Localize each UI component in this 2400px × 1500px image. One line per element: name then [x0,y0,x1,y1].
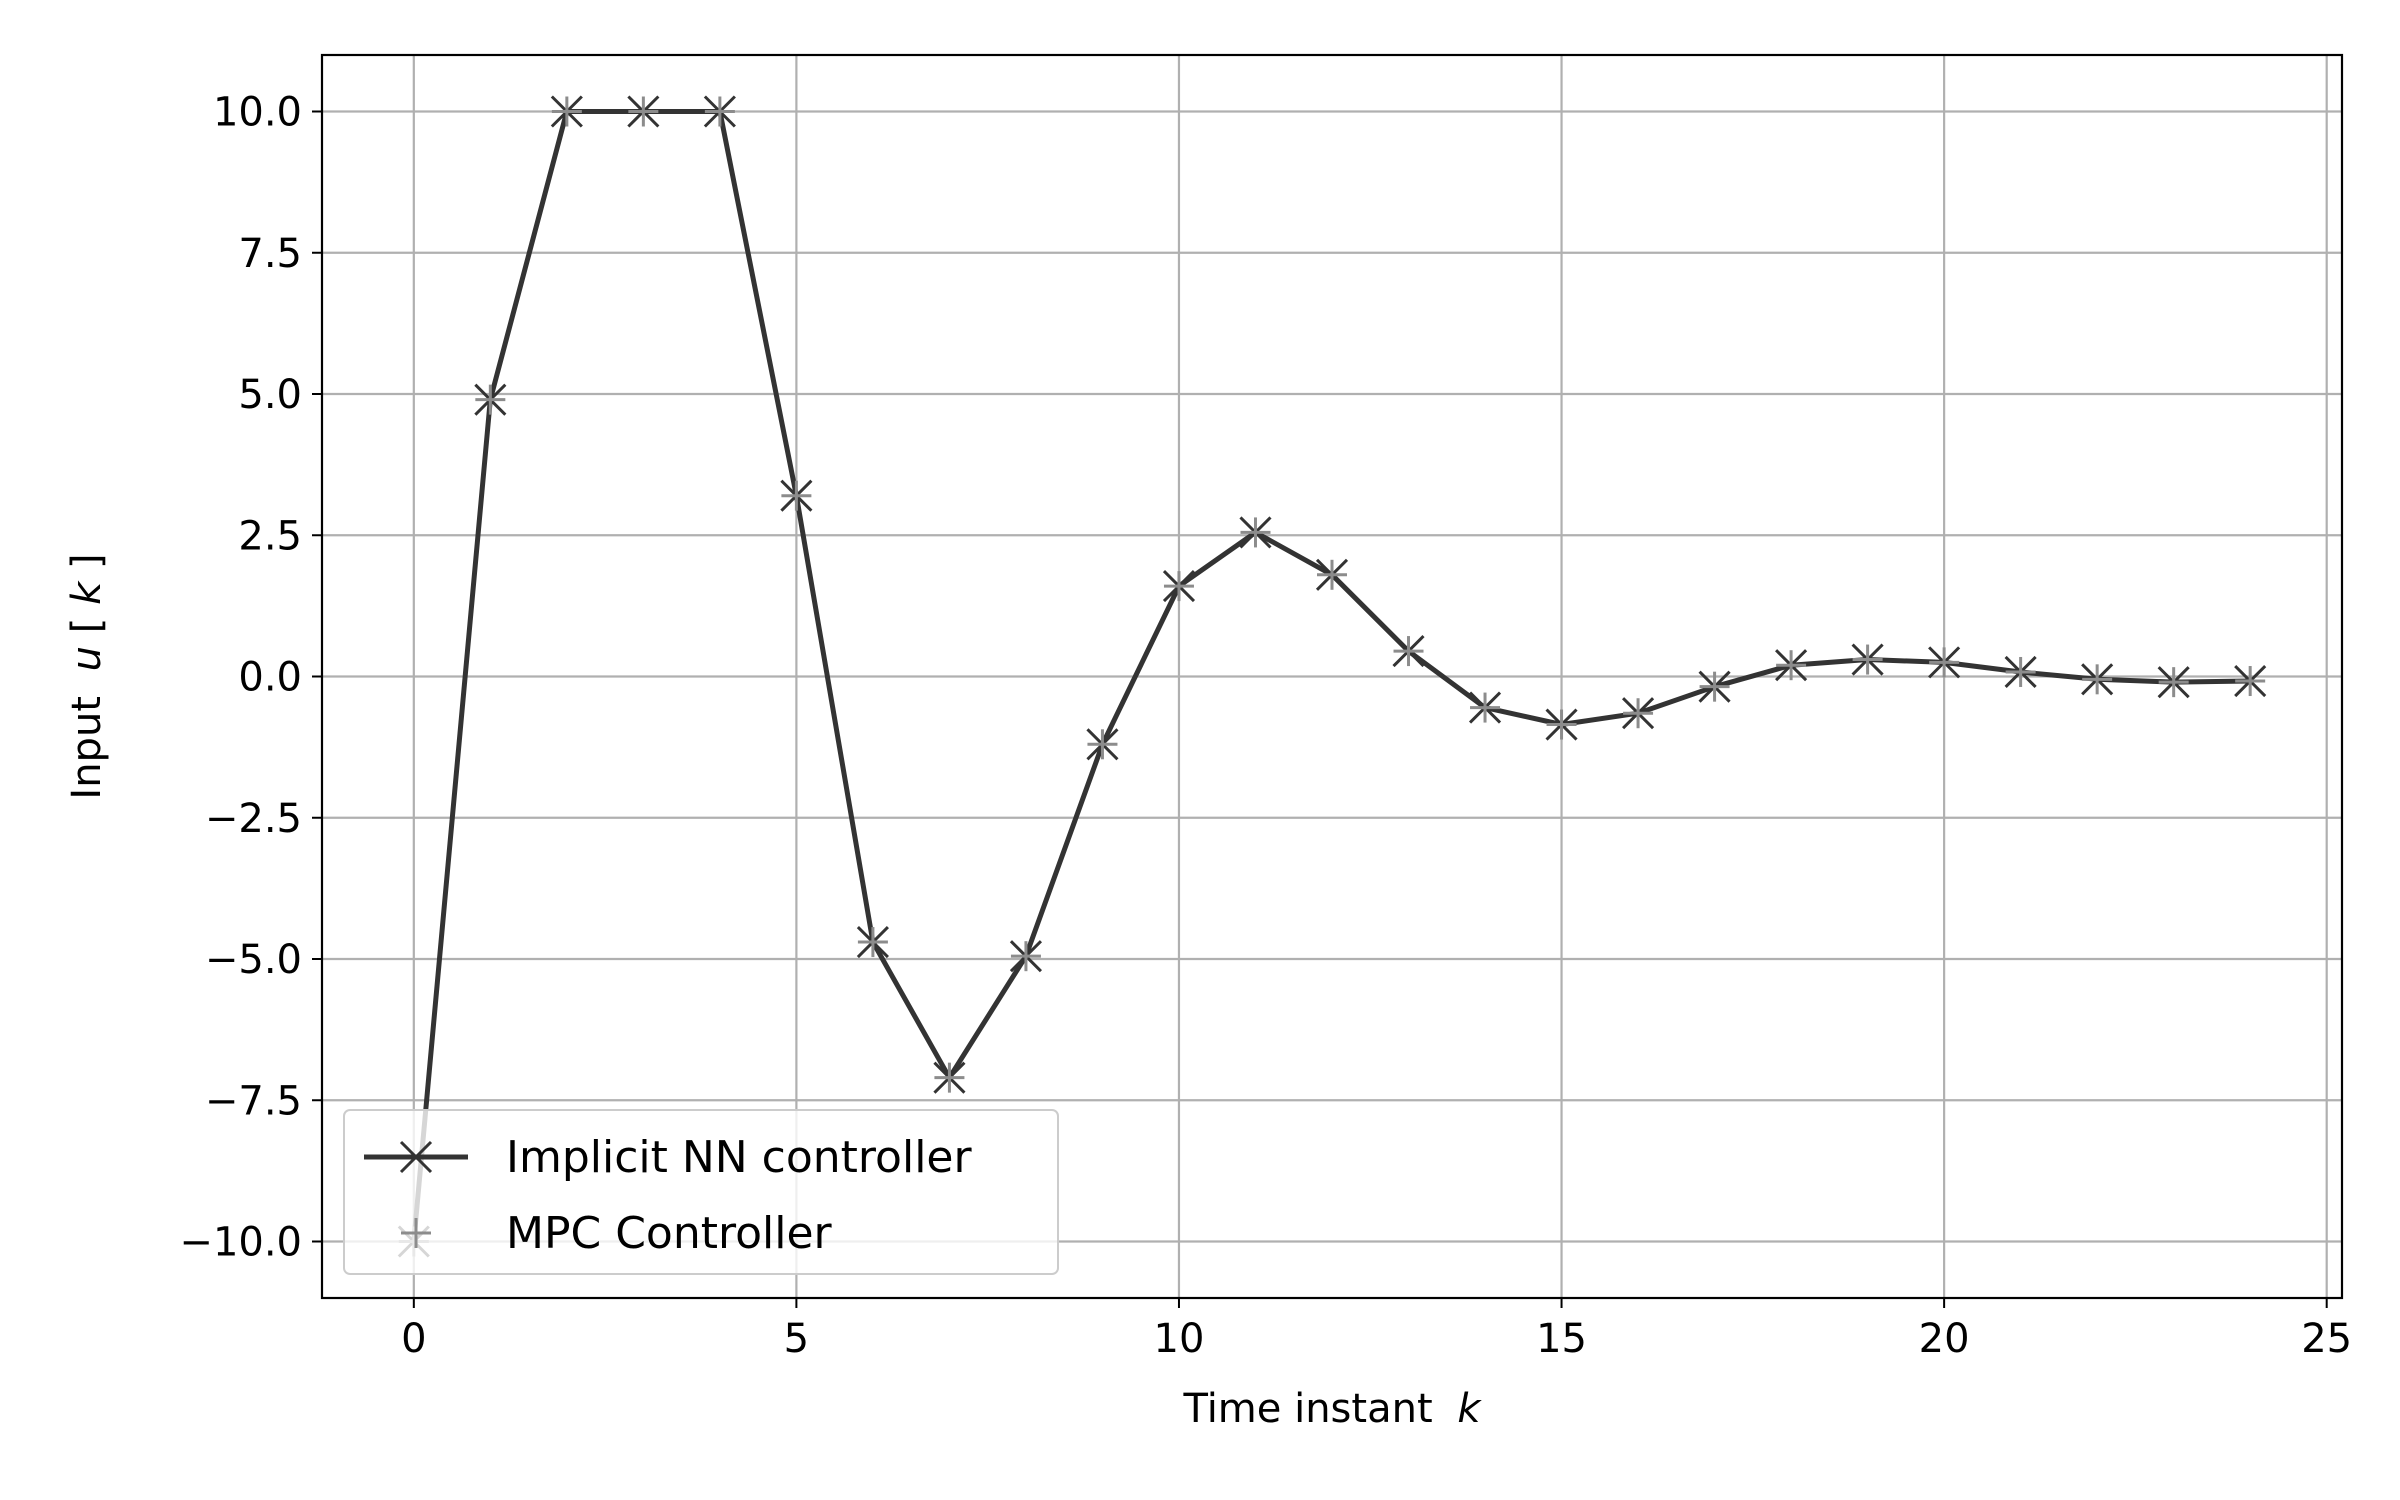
legend-label: MPC Controller [506,1208,833,1259]
y-tick-label: 5.0 [238,372,302,418]
data-point-marker [1317,559,1347,590]
data-point-marker [2005,656,2036,687]
legend-label: Implicit NN controller [506,1132,972,1183]
data-point-marker [781,480,812,511]
data-point-marker [1929,647,1960,678]
data-point-marker [628,96,659,127]
y-axis-label-text: Input [64,696,110,800]
y-axis-label-open: [ [64,618,110,634]
data-point-marker [475,384,506,415]
data-point-marker [1163,571,1194,602]
legend-marker [399,1140,433,1174]
data-point-marker [2082,664,2113,695]
y-axis-label-var: u [64,646,110,671]
data-point-marker [1010,941,1041,972]
data-point-marker [934,1062,965,1093]
data-point-marker [2235,666,2266,697]
legend-entry: MPC Controller [401,1208,833,1259]
data-point-marker [1699,671,1730,702]
data-point-marker [1470,692,1501,723]
data-point-marker [1393,636,1424,667]
x-tick-label: 0 [401,1316,426,1362]
series-2 [398,96,2266,1257]
data-point-marker [1776,650,1807,681]
y-tick-label: 2.5 [238,513,302,559]
y-tick-label: 7.5 [238,231,302,277]
x-tick-label: 20 [1919,1316,1970,1362]
data-point-marker [551,96,582,127]
data-point-marker [1852,644,1883,675]
y-axis-label: Input u [ k ] [64,553,110,799]
legend-box [343,1109,1059,1275]
data-point-marker [857,927,888,958]
x-tick-label: 25 [2301,1316,2352,1362]
x-axis-label-text: Time instant [1182,1386,1432,1432]
data-point-marker [1240,517,1271,548]
x-axis: 0 5 10 15 20 25 [401,1298,2352,1362]
x-axis-label: Time instant k [1182,1386,1482,1432]
grid [322,55,2342,1298]
y-tick-label: −5.0 [205,937,302,983]
y-tick-label: 10.0 [213,90,302,136]
y-axis: 10.0 7.5 5.0 2.5 0.0 −2.5 −5.0 −7.5 −10.0 [179,90,322,1266]
y-axis-label-close: ] [64,553,110,569]
y-axis-label-index: k [64,580,110,605]
data-point-marker [1087,729,1118,760]
data-point-marker [704,96,735,127]
data-point-marker [1623,698,1654,729]
data-point-marker [1546,709,1577,740]
x-axis-label-var: k [1457,1386,1482,1432]
y-tick-label: −7.5 [205,1078,302,1124]
y-tick-label: −10.0 [179,1220,302,1266]
data-point-marker [2158,667,2189,698]
x-tick-label: 5 [784,1316,809,1362]
x-tick-label: 10 [1154,1316,1205,1362]
legend-marker [401,1218,431,1248]
y-tick-label: 0.0 [238,655,302,701]
legend: Implicit NN controller MPC Controller [343,1109,1059,1275]
legend-entry: Implicit NN controller [364,1132,972,1183]
y-tick-label: −2.5 [205,796,302,842]
x-tick-label: 15 [1536,1316,1587,1362]
